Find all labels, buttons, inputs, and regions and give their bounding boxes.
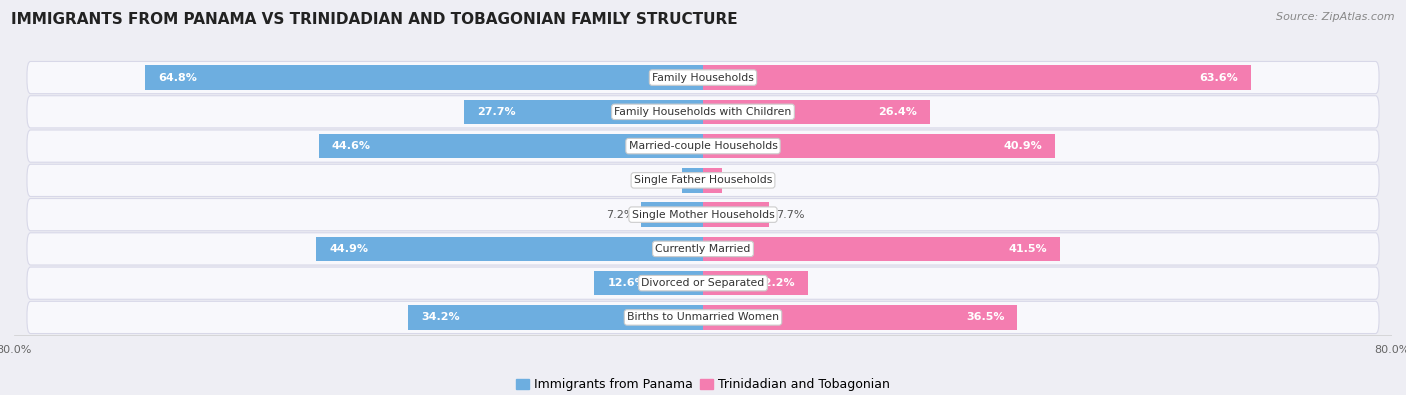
Bar (703, 100, 931, 124)
Bar (703, 65, 1251, 90)
Bar (703, 202, 769, 227)
Bar (316, 237, 703, 261)
Bar (703, 134, 1056, 158)
Text: Single Mother Households: Single Mother Households (631, 210, 775, 220)
Text: 7.7%: 7.7% (776, 210, 804, 220)
Bar (145, 65, 703, 90)
Text: Single Father Households: Single Father Households (634, 175, 772, 185)
Text: 40.9%: 40.9% (1004, 141, 1042, 151)
Text: 26.4%: 26.4% (879, 107, 918, 117)
Bar (682, 168, 703, 193)
FancyBboxPatch shape (27, 96, 1379, 128)
FancyBboxPatch shape (27, 267, 1379, 299)
Bar (703, 237, 1060, 261)
Text: 27.7%: 27.7% (478, 107, 516, 117)
Text: Source: ZipAtlas.com: Source: ZipAtlas.com (1277, 12, 1395, 22)
Bar (409, 305, 703, 330)
Bar (464, 100, 703, 124)
Bar (595, 271, 703, 295)
FancyBboxPatch shape (27, 233, 1379, 265)
Bar (703, 271, 808, 295)
Text: 12.6%: 12.6% (607, 278, 647, 288)
Bar (319, 134, 703, 158)
Text: Family Households with Children: Family Households with Children (614, 107, 792, 117)
Text: 63.6%: 63.6% (1199, 73, 1237, 83)
FancyBboxPatch shape (27, 62, 1379, 94)
Text: 2.2%: 2.2% (728, 175, 758, 185)
Bar (641, 202, 703, 227)
FancyBboxPatch shape (27, 199, 1379, 231)
FancyBboxPatch shape (27, 164, 1379, 196)
Text: 64.8%: 64.8% (157, 73, 197, 83)
Text: 12.2%: 12.2% (756, 278, 796, 288)
Text: Married-couple Households: Married-couple Households (628, 141, 778, 151)
Text: 7.2%: 7.2% (606, 210, 634, 220)
Text: Currently Married: Currently Married (655, 244, 751, 254)
Text: 41.5%: 41.5% (1010, 244, 1047, 254)
Legend: Immigrants from Panama, Trinidadian and Tobagonian: Immigrants from Panama, Trinidadian and … (512, 373, 894, 395)
FancyBboxPatch shape (27, 130, 1379, 162)
Bar (703, 168, 721, 193)
Bar (703, 305, 1018, 330)
Text: 44.9%: 44.9% (329, 244, 368, 254)
Text: IMMIGRANTS FROM PANAMA VS TRINIDADIAN AND TOBAGONIAN FAMILY STRUCTURE: IMMIGRANTS FROM PANAMA VS TRINIDADIAN AN… (11, 12, 738, 27)
Text: 44.6%: 44.6% (332, 141, 371, 151)
Text: 2.4%: 2.4% (647, 175, 675, 185)
Text: 34.2%: 34.2% (422, 312, 460, 322)
Text: Divorced or Separated: Divorced or Separated (641, 278, 765, 288)
Text: 36.5%: 36.5% (966, 312, 1004, 322)
Text: Family Households: Family Households (652, 73, 754, 83)
FancyBboxPatch shape (27, 301, 1379, 333)
Text: Births to Unmarried Women: Births to Unmarried Women (627, 312, 779, 322)
